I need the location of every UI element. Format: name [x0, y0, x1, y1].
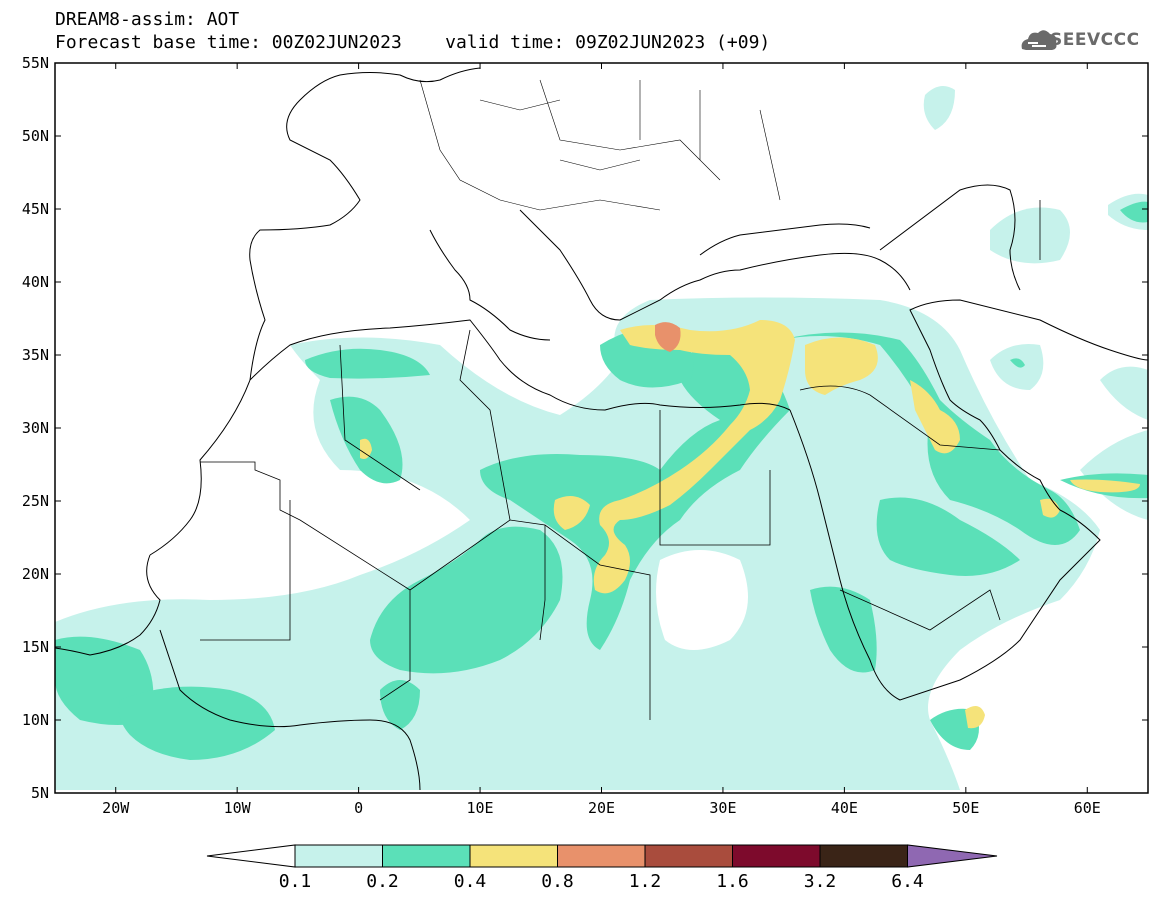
colorbar-under-arrow: [206, 844, 296, 868]
colorbar-swatch: [819, 844, 908, 868]
colorbar-swatch: [732, 844, 821, 868]
aot-low-regions: [55, 460, 748, 650]
lon-tick-label: 20W: [102, 799, 130, 817]
latitude-ticks: 5N 10N 15N 20N 25N 30N 35N 40N 45N 50N 55N: [22, 54, 1148, 802]
coastlines: [55, 67, 1148, 791]
lat-tick-label: 30N: [22, 419, 49, 437]
colorbar-swatch: [294, 844, 383, 868]
lat-tick-label: 15N: [22, 638, 49, 656]
colorbar: [206, 844, 998, 868]
lon-tick-label: 10W: [224, 799, 252, 817]
colorbar-label: 6.4: [891, 871, 924, 892]
colorbar-swatch: [469, 844, 558, 868]
colorbar-swatch: [644, 844, 733, 868]
aot-field: [55, 86, 1148, 790]
longitude-ticks: 20W 10W 0 10E 20E 30E 40E 50E 60E: [102, 63, 1101, 817]
lat-tick-label: 55N: [22, 54, 49, 72]
colorbar-over-arrow: [907, 844, 998, 868]
lat-tick-label: 35N: [22, 346, 49, 364]
lon-tick-label: 0: [354, 799, 363, 817]
lon-tick-label: 50E: [952, 799, 979, 817]
title-line-2: Forecast base time: 00Z02JUN2023 valid t…: [55, 32, 771, 53]
aot-band-0.4: [360, 320, 1140, 729]
lat-tick-label: 45N: [22, 200, 49, 218]
cloud-logo-icon: [1021, 30, 1057, 50]
lat-tick-label: 10N: [22, 711, 49, 729]
aot-band-0.8: [655, 322, 681, 352]
colorbar-label: 3.2: [803, 871, 837, 892]
colorbar-swatch: [557, 844, 646, 868]
colorbar-label: 1.2: [628, 871, 662, 892]
lon-tick-label: 10E: [467, 799, 494, 817]
lat-tick-label: 25N: [22, 492, 49, 510]
lon-tick-label: 20E: [588, 799, 615, 817]
lat-tick-label: 5N: [31, 784, 49, 802]
lat-tick-label: 40N: [22, 273, 49, 291]
colorbar-label: 0.1: [278, 871, 312, 892]
colorbar-swatch: [382, 844, 471, 868]
logo-text: SEEVCCC: [1050, 30, 1140, 50]
lon-tick-label: 30E: [709, 799, 736, 817]
colorbar-label: 0.2: [366, 871, 399, 892]
lat-tick-label: 50N: [22, 127, 49, 145]
title-line-1: DREAM8-assim: AOT: [55, 9, 240, 30]
colorbar-label: 1.6: [716, 871, 749, 892]
lat-tick-label: 20N: [22, 565, 49, 583]
colorbar-label: 0.8: [541, 871, 574, 892]
lon-tick-label: 60E: [1074, 799, 1101, 817]
colorbar-label: 0.4: [453, 871, 487, 892]
lon-tick-label: 40E: [831, 799, 858, 817]
